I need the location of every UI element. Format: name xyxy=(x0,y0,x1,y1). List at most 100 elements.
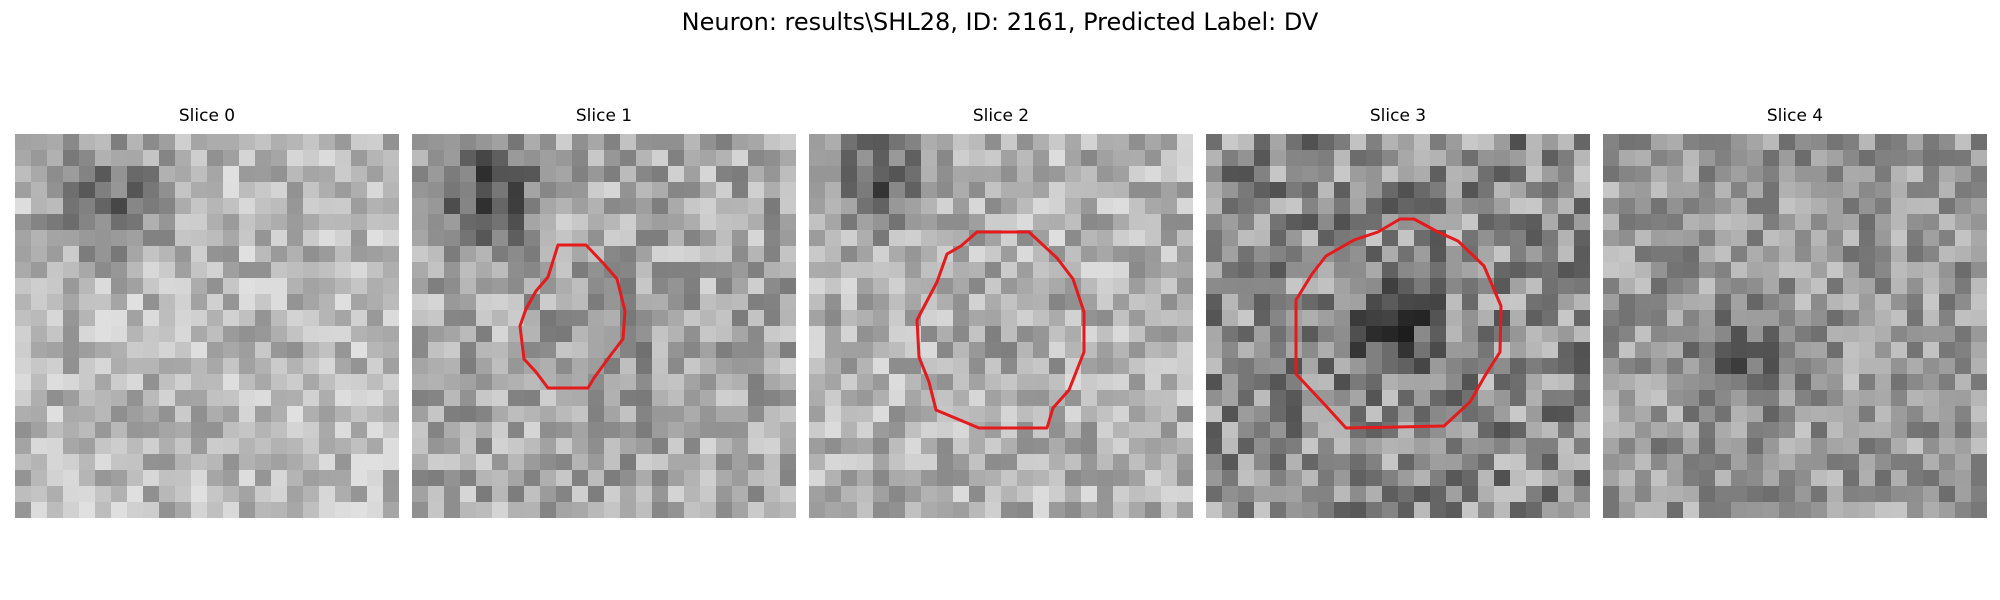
pixel xyxy=(985,246,1002,263)
pixel xyxy=(1017,342,1034,359)
pixel xyxy=(1382,198,1399,215)
pixel xyxy=(1238,198,1255,215)
pixel xyxy=(1811,406,1828,423)
pixel xyxy=(1859,246,1876,263)
pixel xyxy=(1827,230,1844,247)
pixel xyxy=(1270,406,1287,423)
pixel xyxy=(460,246,477,263)
pixel xyxy=(1763,230,1780,247)
pixel xyxy=(1302,454,1319,471)
pixel xyxy=(31,294,48,311)
pixel xyxy=(1366,390,1383,407)
pixel xyxy=(1667,310,1684,327)
pixel xyxy=(524,422,541,439)
pixel xyxy=(191,166,208,183)
pixel xyxy=(857,214,874,231)
pixel xyxy=(572,326,589,343)
pixel xyxy=(1603,454,1620,471)
pixel xyxy=(1971,422,1987,439)
pixel xyxy=(1715,358,1732,375)
pixel xyxy=(428,230,445,247)
pixel xyxy=(1334,326,1351,343)
pixel xyxy=(460,390,477,407)
pixel xyxy=(1081,134,1098,151)
pixel xyxy=(95,342,112,359)
pixel xyxy=(1699,198,1716,215)
pixel xyxy=(1462,454,1479,471)
pixel xyxy=(47,326,64,343)
pixel xyxy=(383,438,399,455)
pixel xyxy=(460,134,477,151)
pixel xyxy=(1446,214,1463,231)
pixel xyxy=(63,406,80,423)
pixel xyxy=(255,406,272,423)
pixel xyxy=(1350,470,1367,487)
pixel xyxy=(953,486,970,503)
pixel xyxy=(1129,374,1146,391)
pixel xyxy=(207,230,224,247)
pixel xyxy=(732,246,749,263)
pixel xyxy=(1081,262,1098,279)
pixel xyxy=(780,406,796,423)
pixel xyxy=(1795,262,1812,279)
pixel xyxy=(620,214,637,231)
pixel xyxy=(1843,150,1860,167)
pixel xyxy=(841,342,858,359)
pixel xyxy=(905,262,922,279)
pixel xyxy=(700,134,717,151)
pixel xyxy=(351,406,368,423)
pixel xyxy=(1715,166,1732,183)
pixel xyxy=(492,214,509,231)
pixel xyxy=(492,246,509,263)
pixel xyxy=(1462,326,1479,343)
pixel xyxy=(1097,278,1114,295)
pixel xyxy=(159,198,176,215)
pixel xyxy=(1049,134,1066,151)
pixel xyxy=(412,470,429,487)
pixel xyxy=(1795,166,1812,183)
pixel xyxy=(159,246,176,263)
pixel xyxy=(1859,470,1876,487)
pixel xyxy=(1923,374,1940,391)
pixel xyxy=(1049,374,1066,391)
pixel xyxy=(15,214,32,231)
pixel xyxy=(953,134,970,151)
pixel xyxy=(111,374,128,391)
pixel xyxy=(1667,326,1684,343)
pixel xyxy=(1302,486,1319,503)
pixel xyxy=(588,422,605,439)
pixel xyxy=(351,230,368,247)
pixel xyxy=(271,262,288,279)
pixel xyxy=(857,150,874,167)
pixel xyxy=(1526,374,1543,391)
pixel xyxy=(159,470,176,487)
pixel xyxy=(1558,358,1575,375)
pixel xyxy=(1971,150,1987,167)
pixel xyxy=(1667,342,1684,359)
pixel xyxy=(1859,134,1876,151)
pixel xyxy=(412,230,429,247)
pixel xyxy=(31,486,48,503)
pixel xyxy=(809,438,826,455)
pixel xyxy=(937,182,954,199)
pixel xyxy=(732,438,749,455)
pixel xyxy=(508,406,525,423)
pixel xyxy=(1446,390,1463,407)
pixel xyxy=(700,406,717,423)
pixel xyxy=(1177,198,1193,215)
pixel xyxy=(1955,214,1972,231)
pixel xyxy=(764,134,781,151)
pixel xyxy=(1542,374,1559,391)
pixel xyxy=(668,246,685,263)
pixel xyxy=(1763,486,1780,503)
pixel xyxy=(937,422,954,439)
pixel xyxy=(636,134,653,151)
pixel xyxy=(732,326,749,343)
pixel xyxy=(889,406,906,423)
pixel xyxy=(191,262,208,279)
pixel xyxy=(175,470,192,487)
pixel xyxy=(825,230,842,247)
pixel xyxy=(47,502,64,518)
pixel xyxy=(476,294,493,311)
pixel xyxy=(1065,422,1082,439)
